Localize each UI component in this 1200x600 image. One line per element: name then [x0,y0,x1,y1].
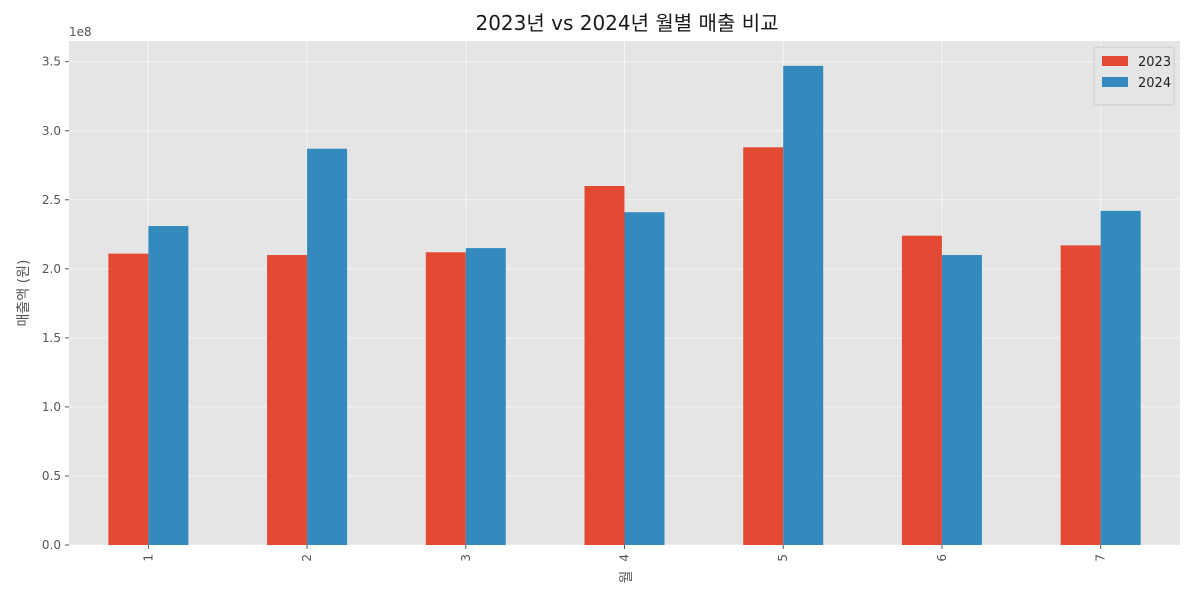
legend: 2023 2024 [1093,46,1175,106]
bar-2023-7 [1060,245,1101,546]
chart-title: 2023년 vs 2024년 월별 매출 비교 [475,11,778,35]
legend-swatch [1102,56,1128,66]
y-tick-label: 2.5 [42,193,61,207]
bar-2024-2 [307,148,348,546]
bar-2024-3 [465,248,506,545]
bar-2023-4 [584,185,625,545]
x-tick-label: 2 [300,554,314,562]
y-tick-label: 0.0 [42,538,61,552]
bar-2024-4 [624,212,665,545]
y-axis-label: 매출액 (원) [16,260,32,327]
y-tick-label: 0.5 [42,469,61,483]
x-tick-label: 4 [618,554,632,562]
x-tick-label: 3 [459,554,473,562]
y-tick-label: 3.5 [42,55,61,69]
x-tick-label: 7 [1094,554,1108,562]
bar-2024-1 [148,226,189,545]
y-tick-label: 2.0 [42,262,61,276]
bars [108,65,1141,546]
bar-2023-2 [267,255,308,545]
bar-2024-6 [941,255,982,545]
legend-label: 2023 [1138,55,1171,70]
x-tick-label: 5 [776,554,790,562]
x-axis-ticks: 1 2 3 4 5 6 7 [141,545,1108,562]
y-tick-label: 1.0 [42,400,61,414]
x-tick-label: 6 [935,554,949,562]
legend-label: 2024 [1138,76,1171,91]
bar-2024-5 [783,65,824,545]
x-axis-label: 월 [619,571,635,584]
bar-2023-6 [901,235,942,545]
y-tick-label: 1.5 [42,331,61,345]
y-axis-ticks: 0.0 0.5 1.0 1.5 2.0 2.5 3.0 3.5 [42,55,69,552]
bar-2024-7 [1100,210,1141,545]
y-axis-scale-label: 1e8 [69,25,92,39]
legend-swatch [1102,77,1128,87]
bar-2023-3 [425,252,466,545]
bar-2023-5 [743,147,784,545]
y-tick-label: 3.0 [42,124,61,138]
x-tick-label: 1 [141,554,155,562]
bar-2023-1 [108,253,149,545]
